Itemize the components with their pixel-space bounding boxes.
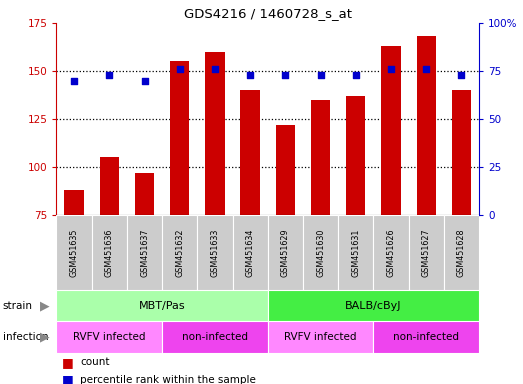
Point — [316, 72, 325, 78]
Bar — [268, 290, 479, 321]
Point — [457, 72, 465, 78]
Text: BALB/cByJ: BALB/cByJ — [345, 301, 402, 311]
Text: non-infected: non-infected — [393, 332, 459, 342]
Point — [422, 66, 430, 72]
Bar — [373, 215, 408, 290]
Text: GSM451626: GSM451626 — [386, 228, 395, 277]
Text: GSM451629: GSM451629 — [281, 228, 290, 277]
Bar — [233, 215, 268, 290]
Text: ▶: ▶ — [40, 299, 49, 312]
Point — [351, 72, 360, 78]
Bar — [135, 173, 154, 215]
Bar — [205, 52, 225, 215]
Text: GSM451636: GSM451636 — [105, 228, 114, 276]
Text: RVFV infected: RVFV infected — [285, 332, 357, 342]
Bar — [64, 190, 84, 215]
Bar — [56, 321, 162, 353]
Bar — [452, 90, 471, 215]
Point — [105, 72, 113, 78]
Bar — [381, 46, 401, 215]
Bar — [408, 215, 444, 290]
Point — [387, 66, 395, 72]
Bar — [416, 36, 436, 215]
Point — [70, 78, 78, 84]
Bar — [346, 96, 366, 215]
Text: count: count — [80, 358, 109, 367]
Bar — [56, 215, 92, 290]
Text: GSM451634: GSM451634 — [246, 228, 255, 276]
Point — [176, 66, 184, 72]
Bar — [444, 215, 479, 290]
Text: GSM451628: GSM451628 — [457, 228, 466, 277]
Text: GSM451633: GSM451633 — [210, 228, 220, 276]
Text: strain: strain — [3, 301, 32, 311]
Point — [281, 72, 290, 78]
Bar — [268, 321, 373, 353]
Text: ■: ■ — [62, 356, 73, 369]
Bar — [99, 157, 119, 215]
Bar — [303, 215, 338, 290]
Text: ▶: ▶ — [40, 331, 49, 344]
Point — [246, 72, 254, 78]
Text: GSM451632: GSM451632 — [175, 228, 184, 277]
Text: infection: infection — [3, 332, 48, 342]
Bar — [162, 321, 268, 353]
Bar — [127, 215, 162, 290]
Point — [140, 78, 149, 84]
Text: RVFV infected: RVFV infected — [73, 332, 145, 342]
Bar — [56, 290, 268, 321]
Bar — [276, 125, 295, 215]
Text: GSM451635: GSM451635 — [70, 228, 78, 277]
Title: GDS4216 / 1460728_s_at: GDS4216 / 1460728_s_at — [184, 7, 352, 20]
Text: non-infected: non-infected — [182, 332, 248, 342]
Text: GSM451631: GSM451631 — [351, 228, 360, 276]
Point — [211, 66, 219, 72]
Bar — [170, 61, 189, 215]
Bar — [162, 215, 197, 290]
Bar — [311, 100, 331, 215]
Text: GSM451630: GSM451630 — [316, 228, 325, 276]
Bar — [241, 90, 260, 215]
Text: percentile rank within the sample: percentile rank within the sample — [80, 375, 256, 384]
Bar — [373, 321, 479, 353]
Text: ■: ■ — [62, 373, 73, 384]
Bar — [268, 215, 303, 290]
Text: MBT/Pas: MBT/Pas — [139, 301, 186, 311]
Bar — [338, 215, 373, 290]
Bar — [92, 215, 127, 290]
Text: GSM451637: GSM451637 — [140, 228, 149, 277]
Text: GSM451627: GSM451627 — [422, 228, 431, 277]
Bar — [197, 215, 233, 290]
